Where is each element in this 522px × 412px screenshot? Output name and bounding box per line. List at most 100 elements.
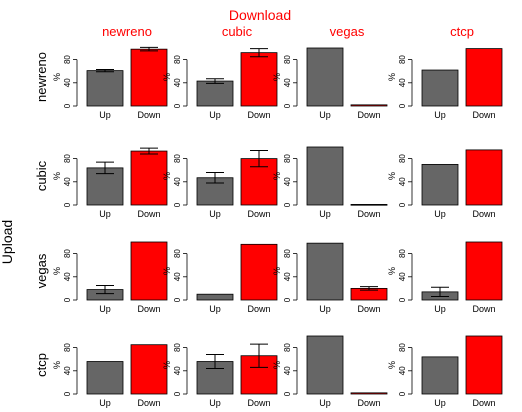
x-tick-label: Down [137, 209, 160, 219]
y-tick-label: 40 [63, 366, 72, 375]
x-tick-label: Down [357, 304, 380, 314]
x-tick-label: Up [99, 304, 111, 314]
x-tick-label: Down [357, 110, 380, 120]
x-tick-label: Down [357, 398, 380, 408]
x-tick-label: Up [434, 209, 446, 219]
bar-up [87, 71, 123, 106]
x-tick-label: Up [209, 110, 221, 120]
y-tick-label: 0 [63, 202, 72, 207]
y-axis-label: % [272, 73, 282, 81]
bar-down [466, 242, 502, 300]
panel-newreno-cubic: 04080%Up Down [162, 49, 277, 120]
y-tick-label: 40 [63, 177, 72, 186]
y-axis-label: % [272, 267, 282, 275]
panel-vegas-vegas: 0 40 80% Up Down [272, 243, 387, 314]
x-tick-label: Up [209, 209, 221, 219]
row-label-vegas: vegas [34, 253, 49, 288]
panel-cubic-vegas: 0 40 80% Up Down [272, 147, 387, 219]
panel-ctcp-newreno: 04080%Up Down [52, 343, 167, 408]
bar-up [422, 357, 458, 394]
x-tick-label: Up [434, 304, 446, 314]
x-tick-label: Down [357, 209, 380, 219]
column-label-vegas: vegas [330, 24, 365, 39]
x-tick-label: Down [247, 110, 270, 120]
y-axis-label: % [272, 361, 282, 369]
row-labels: newreno cubic vegas ctcp [34, 52, 49, 377]
y-tick-label: 0 [398, 297, 407, 302]
y-axis-label: % [52, 172, 62, 180]
y-tick-label: 40 [173, 366, 182, 375]
y-axis-label: % [387, 361, 397, 369]
y-tick-label: 40 [398, 177, 407, 186]
y-tick-label: 80 [398, 154, 407, 163]
x-tick-label: Down [472, 398, 495, 408]
panel-ctcp-ctcp: 0 40 80% Up Down [387, 336, 502, 408]
y-axis-label: % [162, 361, 172, 369]
y-tick-label: 80 [173, 249, 182, 258]
y-tick-label: 40 [398, 78, 407, 87]
panel-newreno-newreno: 0 40 80% Up Down [52, 47, 167, 120]
panel-ctcp-cubic: 0 40 80% Up Down [162, 343, 277, 408]
y-axis-label: % [272, 172, 282, 180]
panel-grid: 0 40 80% Up Down 0 40 80% Up Down 0 40 80% Up Down 0 40 8… [52, 47, 502, 408]
panel-newreno-ctcp: 04080%Up Down [387, 49, 502, 120]
y-tick-label: 80 [398, 55, 407, 64]
column-label-newreno: newreno [102, 24, 152, 39]
panel-vegas-cubic: 0 40 80% Up Down [162, 244, 277, 314]
x-tick-label: Down [472, 304, 495, 314]
y-axis-label: % [162, 73, 172, 81]
y-tick-label: 40 [283, 78, 292, 87]
y-tick-label: 0 [398, 202, 407, 207]
bar-up [307, 243, 343, 300]
x-tick-label: Up [209, 398, 221, 408]
y-tick-label: 0 [173, 391, 182, 396]
y-axis-label: % [162, 267, 172, 275]
row-title: Upload [0, 220, 15, 264]
row-label-newreno: newreno [34, 52, 49, 102]
y-tick-label: 40 [173, 78, 182, 87]
y-axis-label: % [162, 172, 172, 180]
bar-up [422, 70, 458, 106]
panel-ctcp-vegas: 0 40 80% Up Down [272, 336, 387, 408]
bar-up [307, 48, 343, 106]
y-axis-label: % [52, 73, 62, 81]
y-tick-label: 80 [173, 55, 182, 64]
x-tick-label: Down [137, 398, 160, 408]
y-tick-label: 0 [398, 391, 407, 396]
bar-up [87, 362, 123, 394]
chart-title: Download [229, 7, 291, 23]
bar-down [351, 204, 387, 205]
y-tick-label: 80 [63, 55, 72, 64]
column-label-ctcp: ctcp [450, 24, 474, 39]
panel-vegas-newreno: 0 40 80% Up Down [52, 242, 167, 314]
y-tick-label: 40 [63, 272, 72, 281]
x-tick-label: Up [99, 110, 111, 120]
bar-down [466, 49, 502, 106]
y-axis-label: % [52, 361, 62, 369]
y-axis-label: % [52, 267, 62, 275]
y-tick-label: 0 [283, 103, 292, 108]
y-tick-label: 0 [63, 103, 72, 108]
bar-down [466, 336, 502, 394]
x-tick-label: Down [137, 110, 160, 120]
row-label-ctcp: ctcp [34, 353, 49, 377]
y-tick-label: 0 [173, 297, 182, 302]
y-tick-label: 80 [173, 154, 182, 163]
y-tick-label: 80 [63, 154, 72, 163]
x-tick-label: Up [319, 209, 331, 219]
x-tick-label: Up [434, 110, 446, 120]
x-tick-label: Down [247, 209, 270, 219]
row-label-cubic: cubic [34, 160, 49, 191]
y-tick-label: 0 [398, 103, 407, 108]
bar-down [351, 393, 387, 394]
y-tick-label: 80 [63, 249, 72, 258]
y-axis-label: % [387, 172, 397, 180]
panel-cubic-ctcp: 0 40 80% Up Down [387, 150, 502, 219]
y-axis-label: % [387, 73, 397, 81]
bar-up [307, 336, 343, 394]
y-tick-label: 40 [398, 366, 407, 375]
y-tick-label: 80 [283, 343, 292, 352]
x-tick-label: Down [247, 304, 270, 314]
y-tick-label: 80 [283, 154, 292, 163]
